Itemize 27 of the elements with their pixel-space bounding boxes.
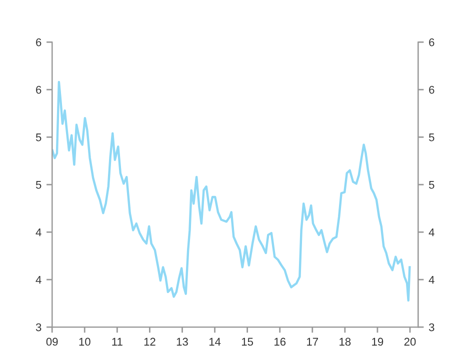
y2-tick-label: 3 [428, 323, 434, 332]
y2-tick-label: 4 [428, 276, 434, 284]
y-tick-label: 4 [36, 228, 42, 236]
y-tick-label: 6 [36, 86, 42, 94]
x-tick-label: 09 [46, 338, 58, 346]
y-tick-label: 3 [36, 323, 42, 332]
y2-tick-label: 5 [428, 180, 434, 189]
y2-tick-label: 6 [429, 38, 434, 46]
x-tick-label: 20 [404, 338, 416, 346]
y2-tick-label: 5 [428, 134, 434, 142]
x-tick-label: 18 [340, 338, 351, 346]
y-tick-label: 4 [36, 276, 42, 284]
x-tick-label: 15 [242, 338, 254, 346]
x-tick-label: 16 [274, 338, 286, 346]
x-tick-label: 19 [372, 338, 384, 346]
y-tick-label: 5 [36, 180, 42, 189]
line-series [52, 80, 411, 302]
x-tick-label: 13 [176, 338, 188, 346]
x-tick-label: 14 [209, 338, 221, 346]
y2-tick-label: 6 [429, 86, 434, 94]
x-tick-label: 17 [307, 338, 318, 346]
x-tick-label: 10 [79, 338, 90, 346]
y-tick-label: 5 [36, 134, 42, 142]
x-tick-label: 11 [112, 338, 122, 346]
y2-tick-label: 4 [428, 228, 434, 236]
y-tick-label: 6 [36, 38, 42, 46]
x-tick-label: 12 [144, 338, 156, 346]
